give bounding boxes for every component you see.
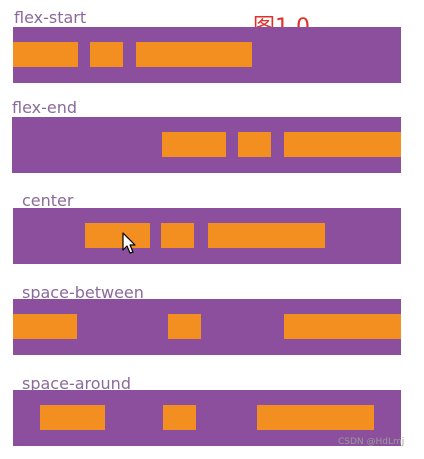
flex-end-item-2 (238, 132, 271, 157)
space-between-container (13, 299, 401, 355)
flex-end-item-1 (162, 132, 226, 157)
watermark: CSDN @HdLmj (338, 437, 405, 447)
flex-end-container (12, 117, 401, 173)
flex-end-item-3 (284, 132, 401, 157)
flex-start-item-2 (90, 42, 123, 67)
space-around-item-2 (163, 405, 196, 430)
center-item-1 (85, 223, 150, 248)
center-item-2 (161, 223, 194, 248)
space-between-item-3 (284, 314, 401, 339)
flex-end-label: flex-end (12, 98, 78, 117)
space-around-container (13, 390, 401, 446)
flex-start-label: flex-start (14, 8, 87, 27)
flex-start-item-3 (136, 42, 252, 67)
space-around-label: space-around (22, 374, 131, 393)
flex-start-item-1 (13, 42, 78, 67)
space-between-item-1 (13, 314, 77, 339)
center-container (13, 208, 401, 264)
space-between-label: space-between (22, 283, 144, 302)
center-label: center (22, 191, 74, 210)
center-item-3 (208, 223, 325, 248)
space-around-item-3 (257, 405, 374, 430)
flex-start-container (13, 27, 401, 83)
space-between-item-2 (168, 314, 201, 339)
mouse-cursor-icon (122, 232, 136, 254)
space-around-item-1 (40, 405, 105, 430)
